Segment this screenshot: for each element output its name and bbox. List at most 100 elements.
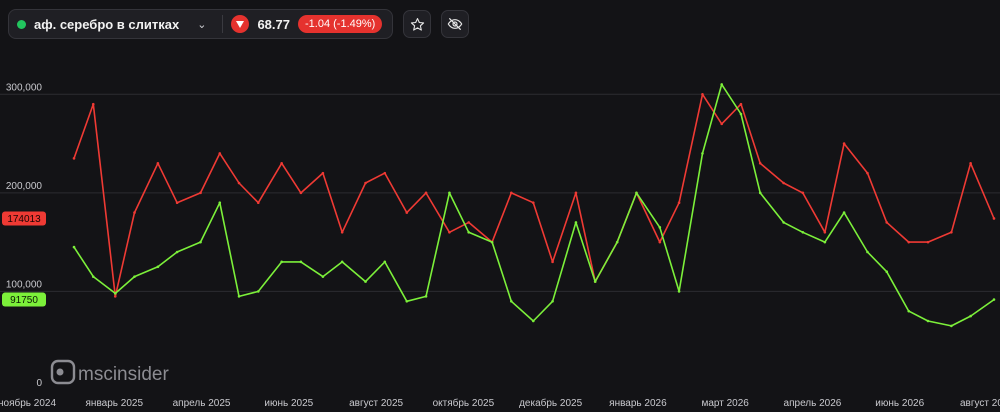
data-point <box>866 171 869 175</box>
y-axis-labels: 0 100,000 200,000 300,000 <box>6 82 43 389</box>
data-point <box>133 211 136 214</box>
data-point <box>701 152 704 155</box>
y-tick-label: 0 <box>36 378 42 389</box>
data-point <box>510 191 513 195</box>
data-point <box>113 292 117 295</box>
data-point <box>91 102 95 106</box>
x-tick-label: апрель 2025 <box>173 398 231 409</box>
data-point <box>658 226 662 229</box>
data-point <box>969 161 972 165</box>
data-point <box>677 201 681 205</box>
data-point <box>256 290 260 293</box>
data-point <box>256 201 260 205</box>
data-point <box>720 122 724 126</box>
data-point <box>574 191 578 195</box>
data-point <box>467 230 470 234</box>
data-point <box>950 230 953 234</box>
data-point <box>340 230 344 234</box>
data-point <box>801 230 805 234</box>
data-point <box>405 211 409 214</box>
x-axis-labels: ноябрь 2024 январь 2025 апрель 2025 июнь 20… <box>0 397 1000 409</box>
data-point <box>280 161 283 165</box>
y-tick-label: 200,000 <box>6 181 43 192</box>
data-point <box>907 309 911 313</box>
grid-lines <box>0 93 1000 292</box>
data-point <box>113 295 117 298</box>
chevron-down-icon[interactable]: ⌄ <box>197 18 207 31</box>
x-tick-label: октябрь 2025 <box>433 397 495 409</box>
x-tick-label: ноябрь 2024 <box>0 397 56 409</box>
data-point <box>969 314 972 318</box>
arrow-down-icon <box>231 15 250 33</box>
data-point <box>237 181 241 185</box>
data-point <box>842 142 846 145</box>
data-point <box>91 275 95 278</box>
data-point <box>383 260 387 264</box>
x-tick-label: январь 2025 <box>86 398 144 409</box>
hide-button[interactable] <box>441 10 470 38</box>
data-point <box>782 221 785 224</box>
data-point <box>658 240 662 244</box>
mscinsider-logo-icon <box>50 359 76 385</box>
x-tick-label: апрель 2026 <box>784 398 842 409</box>
data-point <box>801 191 805 195</box>
data-point <box>758 191 762 195</box>
data-point <box>992 217 996 220</box>
data-point <box>823 240 827 244</box>
x-tick-label: январь 2026 <box>609 398 667 409</box>
data-point <box>574 221 578 224</box>
data-point <box>175 201 179 205</box>
x-tick-label: июнь 2025 <box>264 398 313 409</box>
data-point <box>321 171 325 175</box>
data-point <box>218 152 222 155</box>
symbol-selector[interactable]: аф. серебро в слитках ⌄ 68.77 -1.04 (-1.… <box>8 9 394 39</box>
data-point <box>467 221 470 224</box>
data-point <box>907 240 911 244</box>
data-point <box>299 260 303 264</box>
data-point <box>199 240 202 244</box>
data-point <box>299 191 303 195</box>
symbol-name: аф. серебро в слитках <box>34 16 180 32</box>
data-point <box>615 240 619 244</box>
data-point <box>72 157 76 160</box>
price-value: 68.77 <box>257 16 290 32</box>
data-point <box>237 295 241 298</box>
data-point <box>677 290 681 293</box>
x-tick-label: август 2025 <box>349 398 403 409</box>
data-point <box>635 191 638 195</box>
favorite-button[interactable] <box>403 10 432 38</box>
data-point <box>532 201 535 205</box>
data-point <box>782 181 785 185</box>
data-point <box>133 275 136 278</box>
series-lines <box>72 83 996 328</box>
data-point <box>701 92 704 96</box>
x-tick-label: июнь 2026 <box>875 398 924 409</box>
y-tick-label: 100,000 <box>6 279 43 290</box>
data-point <box>490 240 494 244</box>
data-point <box>405 299 409 303</box>
last-value-tag <box>2 292 46 307</box>
data-point <box>448 230 451 234</box>
data-point <box>321 275 325 278</box>
last-value-label: 174013 <box>7 214 41 225</box>
data-point <box>448 191 451 195</box>
data-point <box>175 250 179 254</box>
data-point <box>199 191 202 195</box>
data-point <box>340 260 344 264</box>
data-point <box>720 83 724 86</box>
data-point <box>551 260 554 264</box>
data-point <box>364 181 367 185</box>
watermark-text: mscinsider <box>78 364 169 385</box>
data-point <box>926 240 930 244</box>
data-point <box>424 295 428 298</box>
last-value-tag <box>2 211 46 226</box>
data-point <box>758 161 762 165</box>
data-point <box>156 161 160 165</box>
price-change-badge: -1.04 (-1.49%) <box>298 15 383 33</box>
data-point <box>950 324 953 328</box>
divider <box>222 15 224 33</box>
live-status-icon <box>17 19 26 29</box>
data-point <box>739 112 743 116</box>
data-point <box>593 280 597 283</box>
